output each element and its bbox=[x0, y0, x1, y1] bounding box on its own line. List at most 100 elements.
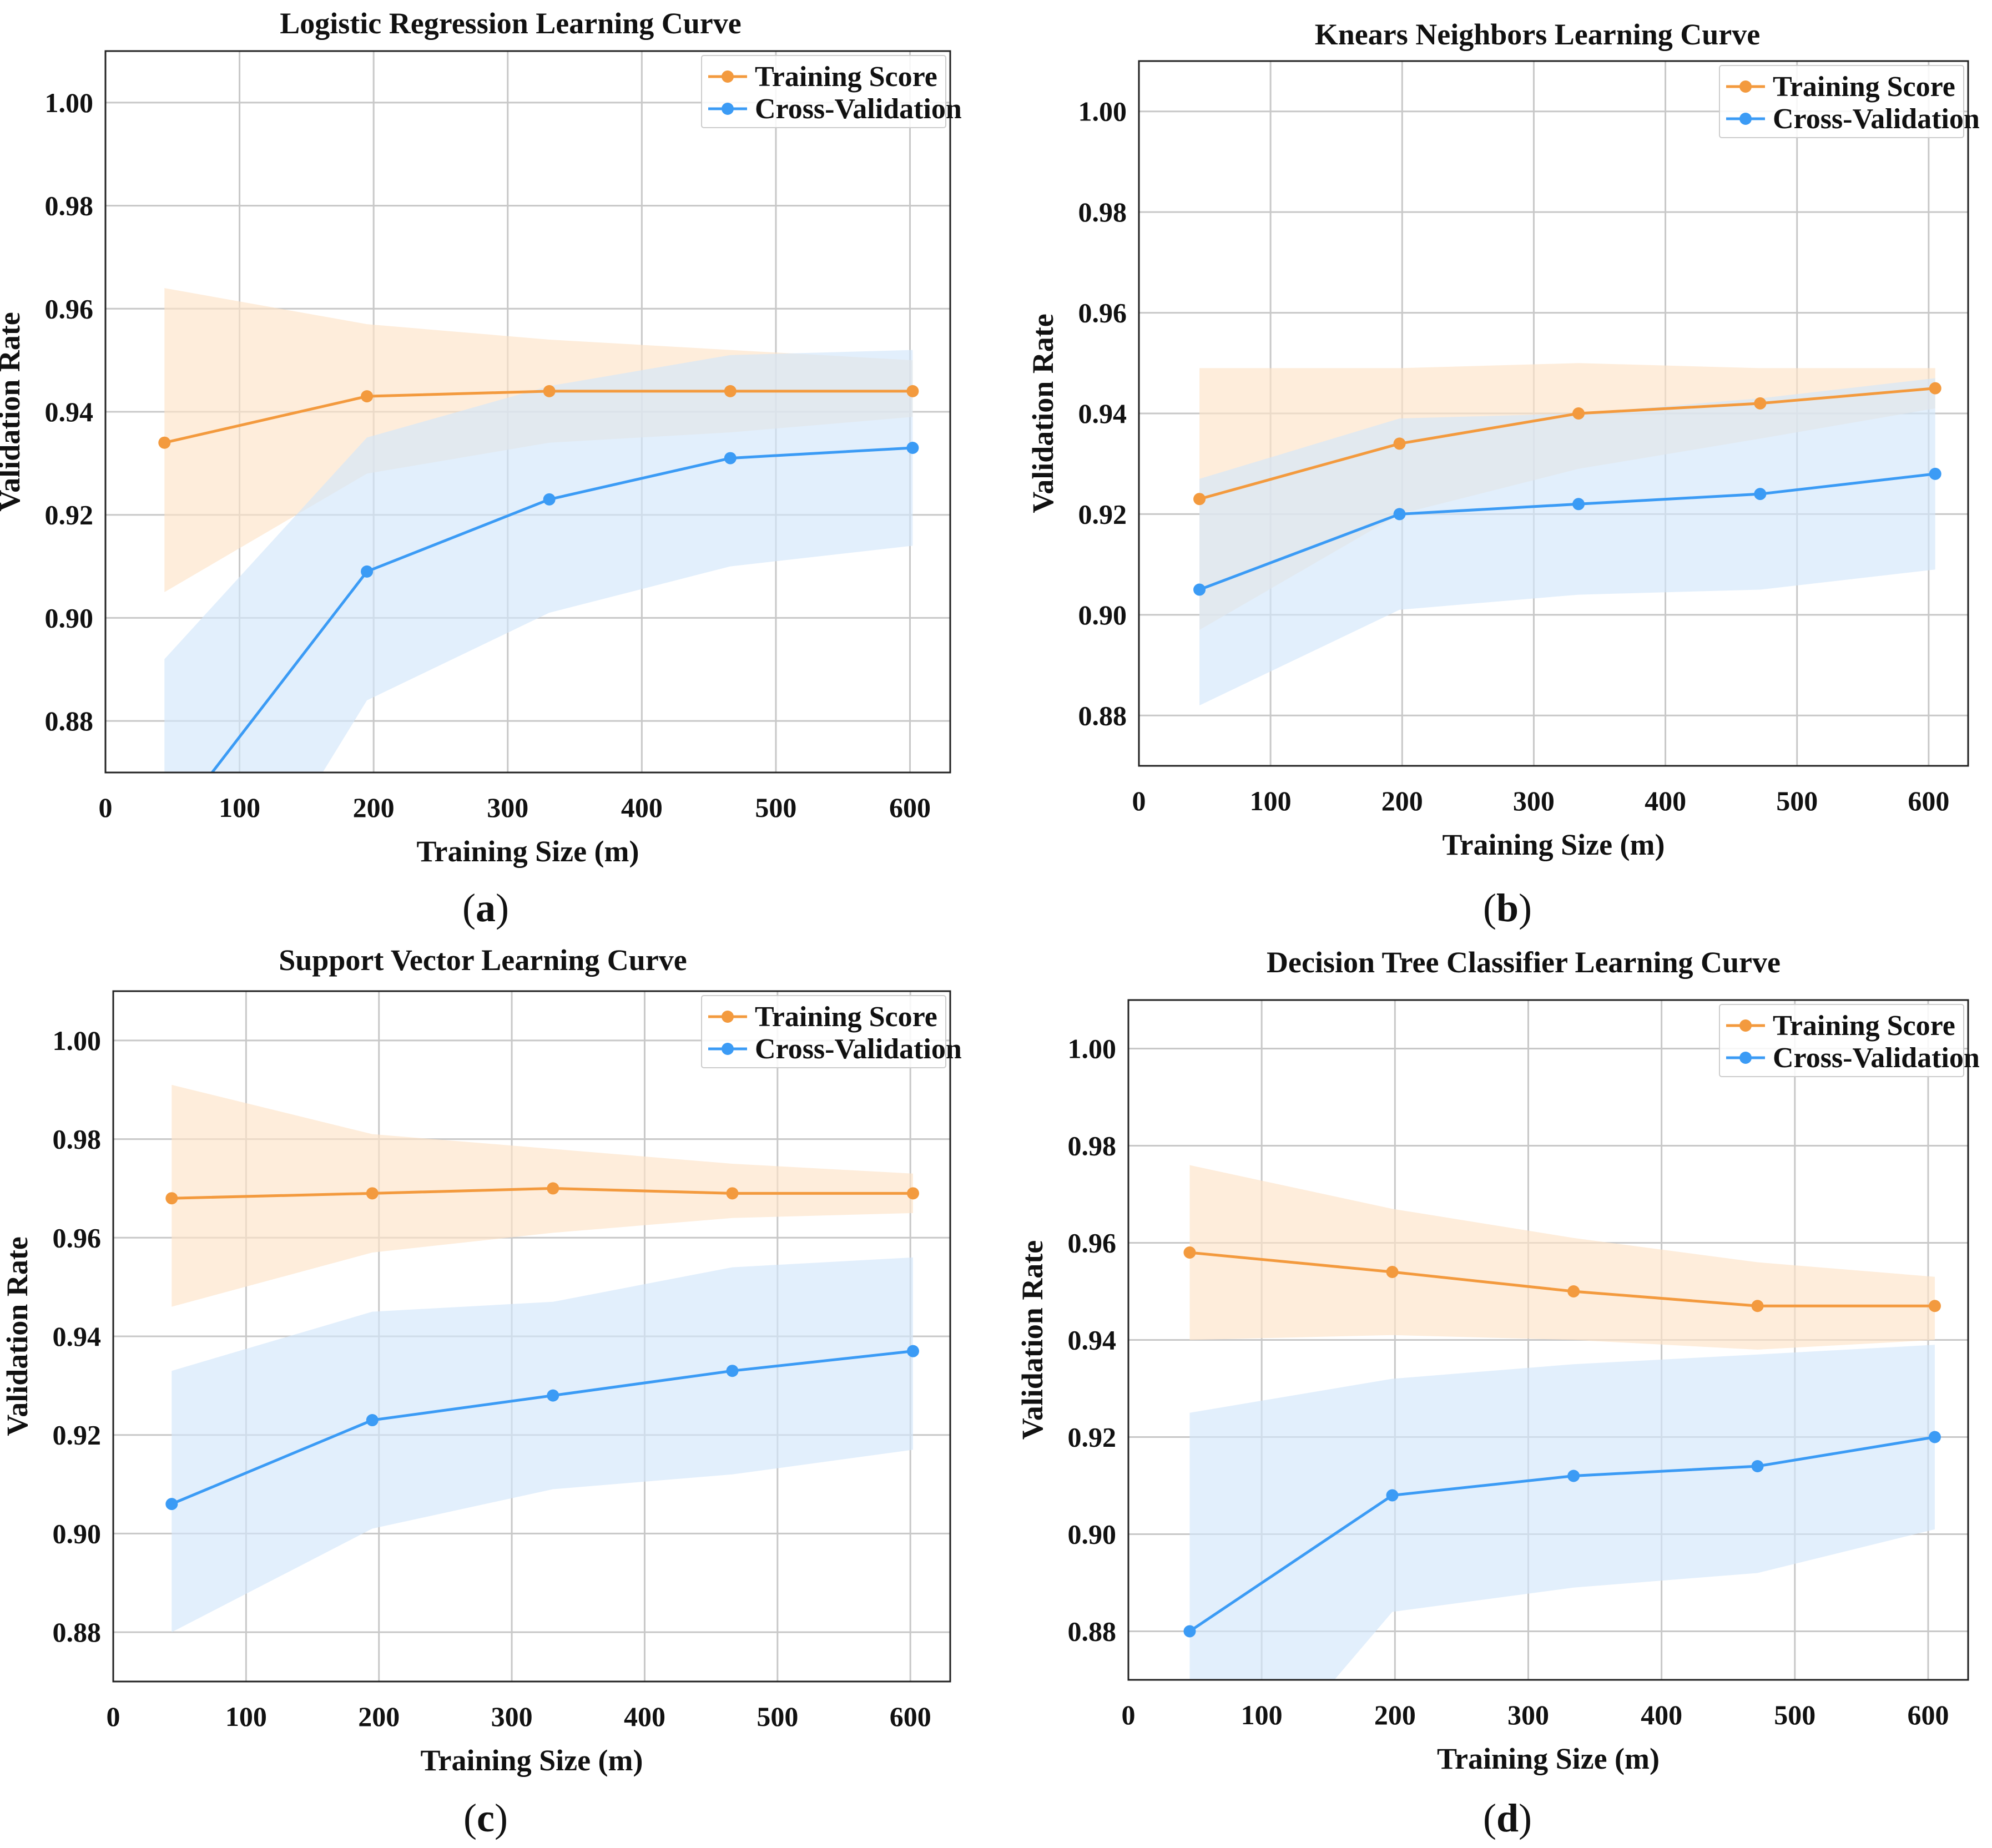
training-score-band bbox=[1189, 1165, 1935, 1350]
panel-caption: (d) bbox=[1483, 1796, 1532, 1840]
training-score-point bbox=[366, 1187, 379, 1200]
training-score-band bbox=[172, 1084, 913, 1307]
chart-panel: 0 100 200 300 400 500 600 0.88 0.90 0.92 0.94 0.96 0… bbox=[1016, 946, 1980, 1840]
y-tick-label: 0.96 bbox=[1068, 1228, 1117, 1259]
y-axis-label: Validation Rate bbox=[0, 312, 26, 512]
x-tick-label: 100 bbox=[225, 1701, 267, 1732]
caption-open-paren: ( bbox=[463, 1796, 477, 1840]
x-tick-label: 300 bbox=[1507, 1699, 1549, 1730]
training-score-point bbox=[1393, 437, 1406, 450]
y-tick-label: 0.94 bbox=[53, 1321, 102, 1352]
y-tick-label: 0.96 bbox=[45, 293, 94, 324]
cross-validation-point bbox=[543, 493, 556, 506]
x-tick-label: 400 bbox=[1645, 785, 1686, 816]
training-score-point bbox=[543, 385, 556, 397]
y-tick-label: 0.88 bbox=[1068, 1616, 1117, 1647]
training-score-point bbox=[726, 1187, 739, 1200]
cross-validation-point bbox=[1183, 1625, 1196, 1638]
cross-validation-point bbox=[724, 452, 737, 464]
training-score-point bbox=[547, 1182, 559, 1195]
legend-training-marker-icon bbox=[722, 70, 734, 83]
legend-training-marker-icon bbox=[1739, 1019, 1752, 1032]
caption-close-paren: ) bbox=[1519, 886, 1532, 930]
y-tick-label: 0.92 bbox=[1078, 498, 1127, 529]
x-tick-label: 100 bbox=[219, 792, 260, 823]
caption-open-paren: ( bbox=[1483, 886, 1496, 930]
plot-area bbox=[165, 1084, 919, 1633]
cross-validation-point bbox=[1193, 583, 1206, 596]
x-tick-label: 600 bbox=[889, 792, 931, 823]
x-tick-label: 400 bbox=[621, 792, 663, 823]
cross-validation-point bbox=[1386, 1489, 1399, 1502]
legend-cv-marker-icon bbox=[1739, 1052, 1752, 1064]
caption-letter: d bbox=[1496, 1796, 1519, 1840]
cross-validation-point bbox=[361, 565, 374, 578]
y-tick-label: 0.92 bbox=[53, 1420, 102, 1451]
y-tick-label: 0.88 bbox=[1078, 700, 1127, 731]
caption-open-paren: ( bbox=[462, 886, 476, 930]
training-score-point bbox=[1386, 1266, 1399, 1278]
y-tick-label: 0.88 bbox=[45, 705, 94, 736]
x-tick-label: 500 bbox=[1776, 785, 1818, 816]
training-score-point bbox=[1751, 1300, 1764, 1312]
legend-cv-marker-icon bbox=[722, 1043, 734, 1055]
training-score-point bbox=[158, 436, 171, 449]
y-tick-label: 0.98 bbox=[1078, 196, 1127, 228]
x-tick-label: 300 bbox=[491, 1701, 533, 1732]
y-tick-label: 0.92 bbox=[1068, 1422, 1117, 1453]
y-tick-label: 0.96 bbox=[53, 1222, 102, 1253]
y-tick-label: 0.92 bbox=[45, 499, 94, 531]
x-tick-label: 200 bbox=[358, 1701, 400, 1732]
axes-frame bbox=[1138, 60, 1969, 767]
panel-caption: (a) bbox=[462, 886, 509, 930]
y-tick-label: 0.98 bbox=[1068, 1130, 1117, 1162]
training-score-point bbox=[1572, 407, 1585, 420]
training-score-point bbox=[1928, 1300, 1941, 1312]
legend-training-label: Training Score bbox=[755, 1001, 937, 1033]
caption-letter: b bbox=[1496, 886, 1519, 930]
panel-caption: (c) bbox=[463, 1796, 508, 1840]
y-axis-label: Validation Rate bbox=[1026, 314, 1060, 513]
y-axis-label: Validation Rate bbox=[1, 1236, 34, 1436]
legend-cv-label: Cross-Validation bbox=[755, 93, 962, 125]
y-tick-label: 0.90 bbox=[53, 1518, 102, 1549]
y-tick-label: 0.96 bbox=[1078, 297, 1127, 329]
legend-box bbox=[701, 55, 946, 128]
cross-validation-point bbox=[1393, 508, 1406, 521]
chart-panel: 0 100 200 300 400 500 600 0.88 0.90 0.92 0.94 0.96 0… bbox=[0, 7, 962, 930]
x-tick-label: 500 bbox=[755, 792, 796, 823]
plot-area bbox=[158, 288, 919, 772]
panel-caption: (b) bbox=[1483, 886, 1532, 930]
x-axis-label: Training Size (m) bbox=[1443, 828, 1665, 861]
cross-validation-point bbox=[1751, 1460, 1764, 1472]
legend-cv-marker-icon bbox=[722, 103, 734, 115]
y-tick-label: 1.00 bbox=[45, 87, 94, 118]
training-score-point bbox=[165, 1192, 178, 1205]
chart-title: Logistic Regression Learning Curve bbox=[280, 7, 741, 40]
training-score-point bbox=[906, 1187, 919, 1200]
chart-title: Decision Tree Classifier Learning Curve bbox=[1267, 946, 1781, 979]
training-score-point bbox=[724, 385, 737, 397]
cross-validation-band bbox=[172, 1257, 913, 1633]
legend-training-label: Training Score bbox=[1773, 71, 1955, 103]
x-tick-label: 300 bbox=[1513, 785, 1555, 816]
caption-letter: c bbox=[477, 1796, 495, 1840]
axes-frame bbox=[112, 990, 951, 1683]
x-tick-label: 0 bbox=[1122, 1699, 1136, 1730]
chart-title: Support Vector Learning Curve bbox=[279, 943, 687, 977]
y-tick-label: 0.94 bbox=[45, 396, 94, 427]
plot-area bbox=[1183, 1165, 1941, 1680]
y-tick-label: 0.90 bbox=[1068, 1519, 1117, 1550]
x-tick-label: 600 bbox=[1908, 785, 1949, 816]
cross-validation-point bbox=[906, 442, 919, 454]
cross-validation-point bbox=[547, 1389, 559, 1402]
cross-validation-point bbox=[1928, 1431, 1941, 1443]
legend-box bbox=[701, 995, 946, 1068]
x-tick-label: 600 bbox=[890, 1701, 931, 1732]
cross-validation-point bbox=[906, 1345, 919, 1357]
legend-cv-marker-icon bbox=[1739, 113, 1752, 125]
legend-cv-label: Cross-Validation bbox=[1773, 1042, 1980, 1074]
